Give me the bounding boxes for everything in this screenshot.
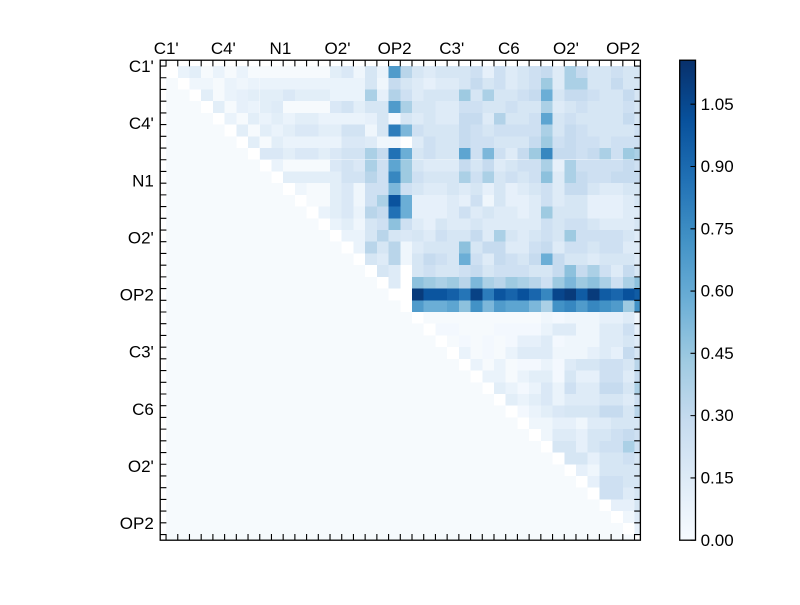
svg-text:C6: C6 (132, 400, 154, 419)
svg-text:O2': O2' (128, 457, 154, 476)
svg-text:O2': O2' (553, 39, 579, 58)
svg-text:0.15: 0.15 (701, 469, 734, 488)
svg-text:C4': C4' (211, 39, 236, 58)
svg-text:N1: N1 (270, 39, 292, 58)
svg-text:C3': C3' (129, 343, 154, 362)
svg-text:0.45: 0.45 (701, 344, 734, 363)
svg-text:OP2: OP2 (120, 286, 154, 305)
svg-text:OP2: OP2 (606, 39, 640, 58)
svg-text:O2': O2' (325, 39, 351, 58)
svg-text:OP2: OP2 (378, 39, 412, 58)
svg-text:N1: N1 (132, 171, 154, 190)
svg-text:0.00: 0.00 (701, 531, 734, 550)
svg-text:0.30: 0.30 (701, 406, 734, 425)
svg-text:0.90: 0.90 (701, 157, 734, 176)
svg-text:OP2: OP2 (120, 514, 154, 533)
svg-text:C6: C6 (498, 39, 520, 58)
svg-text:0.60: 0.60 (701, 282, 734, 301)
svg-text:C4': C4' (129, 114, 154, 133)
svg-text:0.75: 0.75 (701, 219, 734, 238)
svg-text:C1': C1' (154, 39, 179, 58)
svg-text:C1': C1' (129, 57, 154, 76)
svg-text:C3': C3' (439, 39, 464, 58)
svg-text:1.05: 1.05 (701, 95, 734, 114)
svg-text:O2': O2' (128, 228, 154, 247)
